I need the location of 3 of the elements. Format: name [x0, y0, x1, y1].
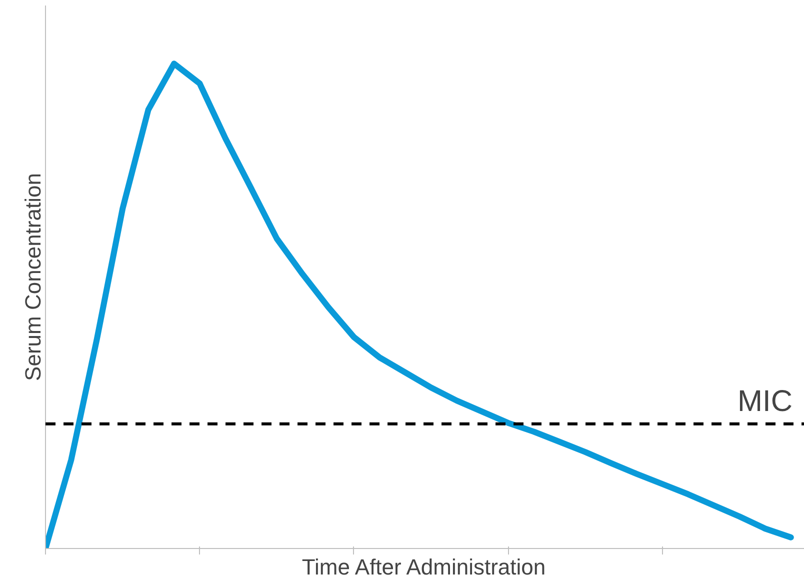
- y-axis-title: Serum Concentration: [20, 173, 46, 381]
- ref-line-label: MIC: [738, 384, 793, 418]
- x-axis-title: Time After Administration: [302, 554, 546, 580]
